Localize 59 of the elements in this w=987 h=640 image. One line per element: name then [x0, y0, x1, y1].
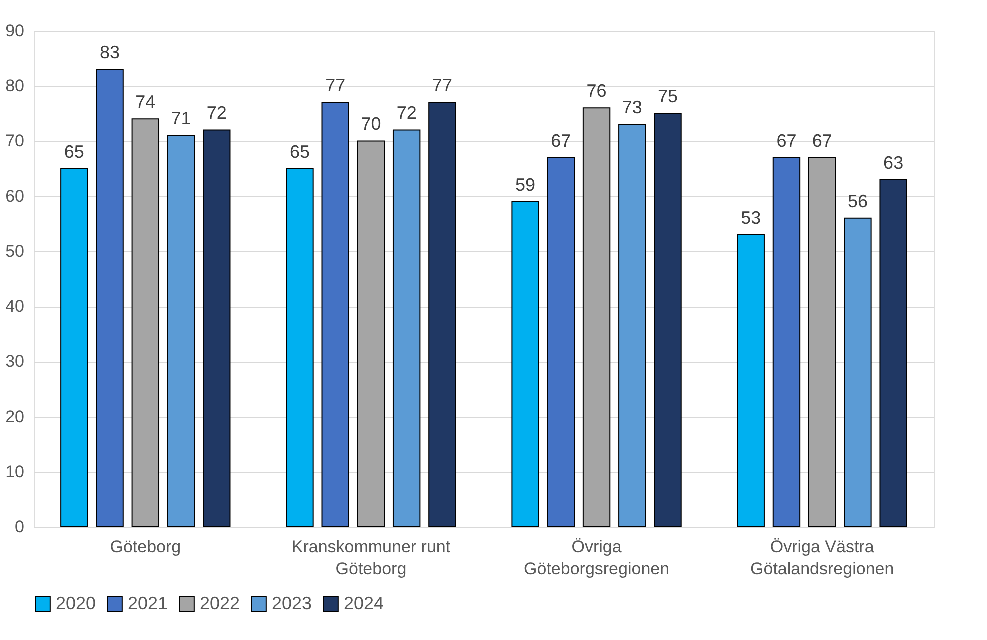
bar	[772, 157, 801, 528]
y-tick-label: 40	[6, 297, 24, 316]
bar	[737, 234, 765, 528]
data-label: 72	[206, 103, 227, 124]
data-label: 73	[622, 98, 642, 118]
data-label: 76	[586, 81, 607, 102]
bar	[96, 69, 124, 528]
data-label: 67	[551, 130, 572, 151]
x-tick-label: Övriga Göteborgsregionen	[524, 538, 670, 578]
bar	[844, 218, 872, 528]
y-tick-label: 0	[15, 518, 24, 536]
bar	[547, 157, 576, 528]
data-label: 75	[658, 86, 678, 107]
data-label: 67	[812, 130, 832, 151]
bar	[322, 102, 350, 528]
bar	[582, 108, 611, 528]
data-label: 83	[100, 42, 120, 63]
legend-label: 2021	[128, 593, 168, 614]
bar	[618, 124, 646, 528]
x-tick-label: Göteborg	[110, 538, 182, 556]
data-label: 65	[290, 142, 310, 162]
bar	[167, 135, 196, 528]
y-tick-label: 50	[6, 242, 24, 261]
y-tick-label: 80	[6, 76, 24, 96]
y-tick-label: 60	[6, 186, 24, 206]
bar	[654, 113, 682, 528]
legend-label: 2020	[56, 593, 96, 614]
data-label: 59	[516, 174, 536, 195]
data-label: 77	[326, 76, 346, 96]
y-tick-label: 70	[6, 132, 24, 151]
data-label: 74	[136, 92, 156, 112]
x-tick-label: Kranskommuner runt Göteborg	[292, 538, 451, 578]
bar	[392, 130, 421, 528]
bar	[60, 168, 88, 528]
legend-label: 2024	[344, 593, 384, 614]
bar	[203, 130, 231, 528]
y-tick-label: 90	[6, 22, 24, 40]
data-label: 72	[396, 103, 417, 124]
data-label: 53	[741, 208, 762, 228]
data-label: 67	[776, 130, 797, 151]
x-tick-label: Övriga Västra Götalandsregionen	[750, 538, 894, 578]
legend-label: 2023	[272, 593, 312, 614]
data-label: 70	[361, 114, 382, 134]
legend-label: 2022	[200, 593, 240, 614]
bar	[286, 168, 314, 528]
data-label: 71	[171, 108, 192, 129]
bar	[132, 118, 160, 528]
bar	[357, 140, 386, 528]
bar	[428, 102, 456, 528]
y-tick-label: 30	[6, 352, 24, 372]
data-label: 77	[432, 76, 452, 96]
bar	[808, 157, 836, 528]
data-label: 63	[884, 152, 904, 173]
data-label: 65	[64, 142, 84, 162]
bar	[880, 179, 908, 528]
y-tick-label: 20	[6, 407, 24, 426]
y-tick-label: 10	[6, 462, 24, 482]
bar	[512, 201, 540, 528]
data-label: 56	[848, 191, 868, 212]
